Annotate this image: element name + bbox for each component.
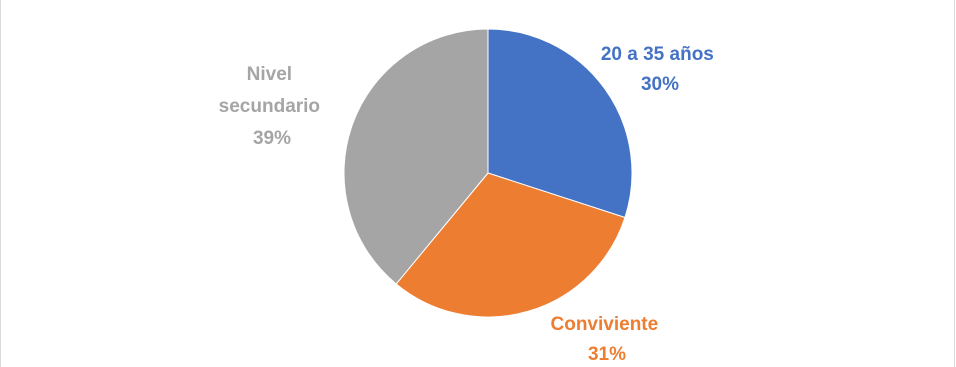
slice-label-nivel-secundario: Nivel secundario 39% xyxy=(219,64,326,149)
pie-labels: 20 a 35 años 30% Conviviente 31% Nivel s… xyxy=(219,44,719,365)
slice-0-percent: 30% xyxy=(641,74,679,95)
slice-label-conviviente: Conviviente 31% xyxy=(551,314,664,365)
pie-slice-conviviente xyxy=(395,172,626,318)
pie-slice-nivel-secundario xyxy=(343,28,489,285)
slice-0-category: 20 a 35 años xyxy=(601,44,714,65)
pie-slices xyxy=(343,28,633,318)
slice-1-percent: 31% xyxy=(588,344,626,365)
pie-slice-20-a-35-anos xyxy=(487,28,633,219)
slice-2-category-line2: secundario xyxy=(219,96,320,117)
slice-1-category: Conviviente xyxy=(551,314,659,335)
slice-2-percent: 39% xyxy=(253,128,291,149)
slice-2-category-line1: Nivel xyxy=(247,64,292,85)
slice-label-20-a-35-anos: 20 a 35 años 30% xyxy=(601,44,719,95)
